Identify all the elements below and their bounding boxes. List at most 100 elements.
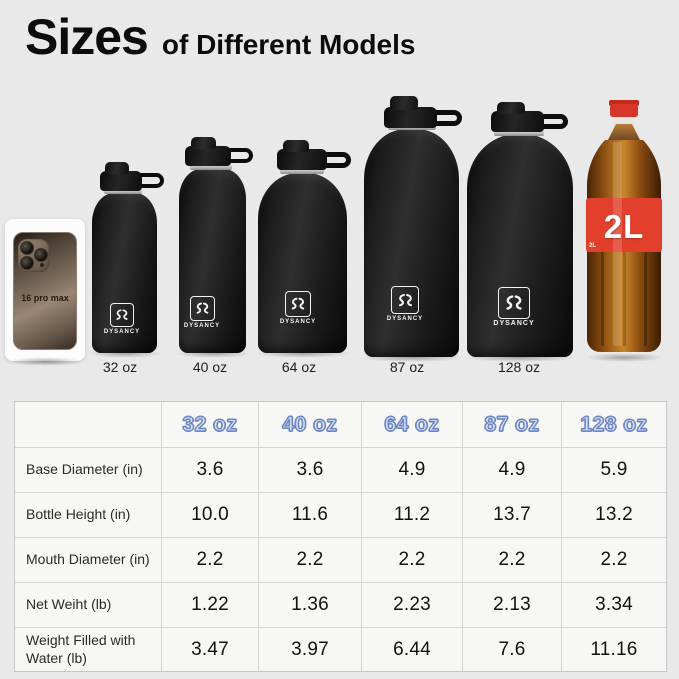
cap-spout — [390, 96, 418, 110]
camera-lens-icon — [20, 241, 34, 255]
bottle-body — [364, 129, 459, 357]
floor-shadow — [585, 353, 665, 362]
floor-shadow — [8, 357, 82, 366]
logo-box — [391, 286, 419, 314]
phone-model-label: 16 pro max — [21, 293, 69, 303]
value-cell: 3.6 — [161, 447, 258, 492]
brand-text: DYSANCY — [103, 329, 141, 335]
dysancy-logo: DYSANCY — [493, 287, 535, 327]
value-cell: 3.34 — [561, 582, 666, 627]
value-cell: 10.0 — [161, 492, 258, 537]
value-cell: 3.6 — [258, 447, 361, 492]
title-main: Sizes — [25, 9, 149, 65]
size-label-40oz: 40 oz — [192, 359, 228, 375]
value-cell: 1.36 — [258, 582, 361, 627]
row-label: Bottle Height (in) — [15, 492, 161, 537]
steel-ring — [104, 189, 142, 194]
size-label-128oz: 128 oz — [497, 359, 541, 375]
cola-bottle: 2L 2L — [583, 100, 665, 358]
bottle-cap — [384, 107, 437, 128]
cap-spout — [191, 137, 216, 149]
cola-rib — [623, 250, 626, 346]
value-cell: 3.97 — [258, 627, 361, 671]
cola-lower-body — [587, 240, 661, 352]
table-header-87oz: 87 oz — [462, 402, 561, 447]
cola-size-label: 2L — [603, 208, 645, 245]
camera-lens-icon — [20, 256, 34, 270]
logo-box — [498, 287, 530, 319]
cola-cap — [610, 104, 638, 117]
logo-mark-icon — [506, 295, 522, 310]
cola-shoulder — [587, 140, 661, 200]
dysancy-logo: DYSANCY — [102, 303, 142, 335]
value-cell: 2.2 — [258, 537, 361, 582]
brand-text: DYSANCY — [279, 319, 317, 325]
size-label-64oz: 64 oz — [281, 359, 317, 375]
brand-text: DYSANCY — [493, 320, 535, 327]
cola-gloss — [613, 142, 622, 346]
value-cell: 13.7 — [462, 492, 561, 537]
phone-camera-module — [18, 239, 49, 272]
value-cell: 13.2 — [561, 492, 666, 537]
floor-shadow — [463, 353, 577, 362]
bottle-cap — [185, 146, 231, 166]
value-cell: 11.6 — [258, 492, 361, 537]
cola-bottle-graphic — [586, 100, 662, 352]
cola-label-band — [586, 198, 662, 252]
value-cell: 2.2 — [462, 537, 561, 582]
size-label-32oz: 32 oz — [102, 359, 138, 375]
table-header-64oz: 64 oz — [361, 402, 462, 447]
value-cell: 2.2 — [161, 537, 258, 582]
dysancy-logo: DYSANCY — [182, 296, 222, 329]
cap-spout — [497, 102, 525, 114]
floor-shadow — [360, 353, 464, 362]
row-label: Net Weiht (lb) — [15, 582, 161, 627]
table-corner-cell — [15, 402, 161, 447]
cola-neck-liquid — [608, 124, 640, 140]
camera-flash-icon — [40, 263, 44, 267]
floor-shadow — [175, 349, 251, 358]
value-cell: 11.16 — [561, 627, 666, 671]
logo-mark-icon — [196, 302, 208, 314]
floor-shadow — [254, 349, 352, 358]
logo-box — [189, 296, 215, 321]
steel-ring — [280, 168, 324, 174]
phone: 16 pro max — [13, 232, 77, 350]
size-label-87oz: 87 oz — [389, 359, 425, 375]
table-header-32oz: 32 oz — [161, 402, 258, 447]
value-cell: 7.6 — [462, 627, 561, 671]
value-cell: 2.13 — [462, 582, 561, 627]
brand-text: DYSANCY — [183, 323, 221, 329]
bottle-body — [467, 134, 573, 357]
logo-box — [110, 303, 134, 327]
value-cell: 4.9 — [361, 447, 462, 492]
logo-mark-icon — [291, 297, 305, 310]
title-subtitle: of Different Models — [161, 29, 416, 60]
cola-rib — [644, 250, 647, 346]
logo-mark-icon — [398, 293, 412, 306]
cola-size-label-small: 2L — [589, 243, 597, 249]
steel-ring — [494, 130, 544, 136]
value-cell: 2.2 — [561, 537, 666, 582]
floor-shadow — [88, 349, 162, 358]
dysancy-logo: DYSANCY — [278, 291, 318, 325]
bottle-cap — [277, 149, 327, 170]
value-cell: 3.47 — [161, 627, 258, 671]
value-cell: 6.44 — [361, 627, 462, 671]
row-label: Base Diameter (in) — [15, 447, 161, 492]
camera-lens-icon — [34, 248, 48, 262]
table-header-128oz: 128 oz — [561, 402, 666, 447]
logo-mark-icon — [116, 309, 128, 320]
value-cell: 11.2 — [361, 492, 462, 537]
logo-box — [285, 291, 311, 317]
comparison-table: 32 oz 40 oz 64 oz 87 oz 128 oz Base Diam… — [14, 401, 667, 672]
cola-rib — [601, 250, 604, 346]
bottle-cap — [100, 171, 142, 191]
bottle-body — [179, 169, 246, 353]
page-title: Sizes of Different Models — [25, 8, 415, 66]
brand-text: DYSANCY — [386, 316, 424, 322]
row-label: Weight Filled with Water (lb) — [15, 627, 161, 671]
bottle-cap — [491, 111, 544, 132]
value-cell: 1.22 — [161, 582, 258, 627]
